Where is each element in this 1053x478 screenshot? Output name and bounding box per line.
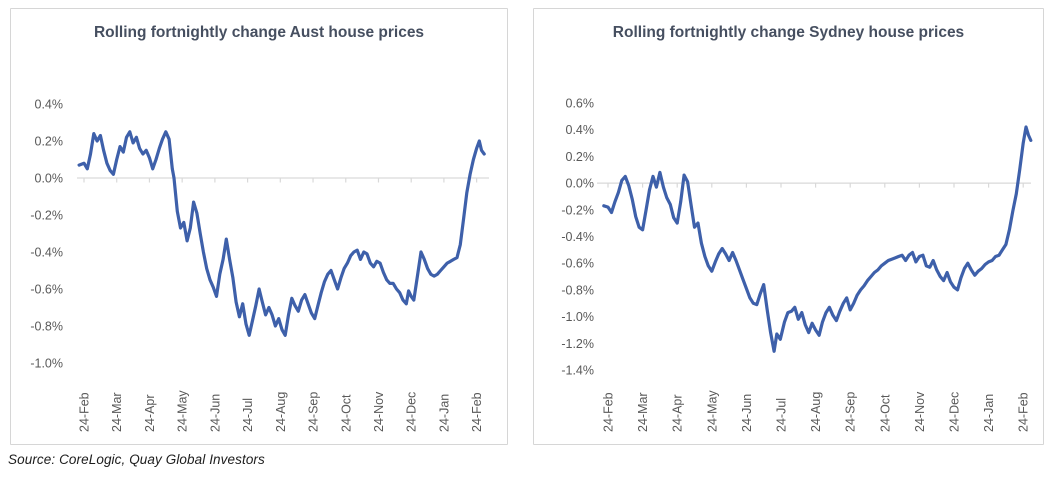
x-tick-label: 24-Feb: [1017, 392, 1031, 432]
x-tick-label: 24-Aug: [274, 392, 288, 432]
chart-canvas-sydney: 24-Feb 24-Mar 24-Apr 24-May 24-Jun 24-Jul 24-A…: [561, 97, 1033, 432]
y-tick-label: 0.2%: [566, 150, 595, 164]
x-tick-label: 24-Apr: [671, 394, 685, 432]
x-tick-label: 24-Nov: [913, 391, 927, 432]
y-tick-label: 0.2%: [35, 135, 64, 149]
x-tick-label: 24-Feb: [602, 392, 616, 432]
x-tick-label: 24-Jun: [740, 394, 754, 432]
x-tick-label: 24-Feb: [470, 392, 484, 432]
x-tick-label: 24-Mar: [110, 392, 124, 432]
chart-panel-sydney: Rolling fortnightly change Sydney house …: [533, 8, 1044, 445]
x-tick-label: 24-Dec: [405, 392, 419, 432]
chart-canvas-aust: 24-Feb 24-Mar 24-Apr 24-May 24-Jun 24-Jul 24-A…: [30, 98, 489, 432]
x-tick-label: 24-Nov: [372, 391, 386, 432]
x-tick-label: 24-Jan: [437, 394, 451, 432]
y-tick-label: 0.6%: [566, 97, 595, 111]
chart-title-aust: Rolling fortnightly change Aust house pr…: [93, 24, 425, 41]
y-tick-label: -0.4%: [30, 246, 63, 260]
x-tick-label: 24-Mar: [636, 392, 650, 432]
x-tick-label: 24-Oct: [878, 394, 892, 432]
x-tick-label: 24-Dec: [948, 392, 962, 432]
y-tick-label: -0.6%: [561, 257, 594, 271]
y-tick-label: 0.0%: [35, 172, 64, 186]
y-tick-label: -1.0%: [30, 357, 63, 371]
y-tick-label: -1.2%: [561, 337, 594, 351]
y-tick-label: 0.4%: [35, 98, 64, 112]
series-line: [77, 130, 486, 337]
y-tick-label: 0.4%: [566, 123, 595, 137]
x-tick-label: 24-May: [176, 390, 190, 432]
y-tick-label: -1.0%: [561, 310, 594, 324]
y-tick-label: -0.6%: [30, 283, 63, 297]
y-tick-label: -0.2%: [561, 203, 594, 217]
y-tick-label: -0.8%: [561, 283, 594, 297]
y-tick-label: -0.8%: [30, 320, 63, 334]
x-tick-label: 24-Jan: [982, 394, 996, 432]
chart-panel-aust: Rolling fortnightly change Aust house pr…: [10, 8, 508, 445]
y-tick-label: -0.4%: [561, 230, 594, 244]
x-tick-label: 24-Oct: [339, 394, 353, 432]
x-tick-label: 24-Feb: [78, 392, 92, 432]
y-tick-label: -1.4%: [561, 364, 594, 378]
y-tick-label: -0.2%: [30, 209, 63, 223]
x-tick-label: 24-Jul: [241, 398, 255, 432]
chart-title-sydney: Rolling fortnightly change Sydney house …: [612, 24, 965, 41]
series-line: [602, 125, 1033, 353]
x-tick-label: 24-Sep: [844, 392, 858, 432]
x-tick-label: 24-Sep: [307, 392, 321, 432]
x-tick-label: 24-Apr: [143, 394, 157, 432]
y-tick-label: 0.0%: [566, 177, 595, 191]
source-note: Source: CoreLogic, Quay Global Investors: [8, 452, 265, 467]
x-tick-label: 24-Aug: [809, 392, 823, 432]
x-tick-label: 24-Jul: [775, 398, 789, 432]
x-tick-label: 24-May: [705, 390, 719, 432]
x-tick-label: 24-Jun: [208, 394, 222, 432]
